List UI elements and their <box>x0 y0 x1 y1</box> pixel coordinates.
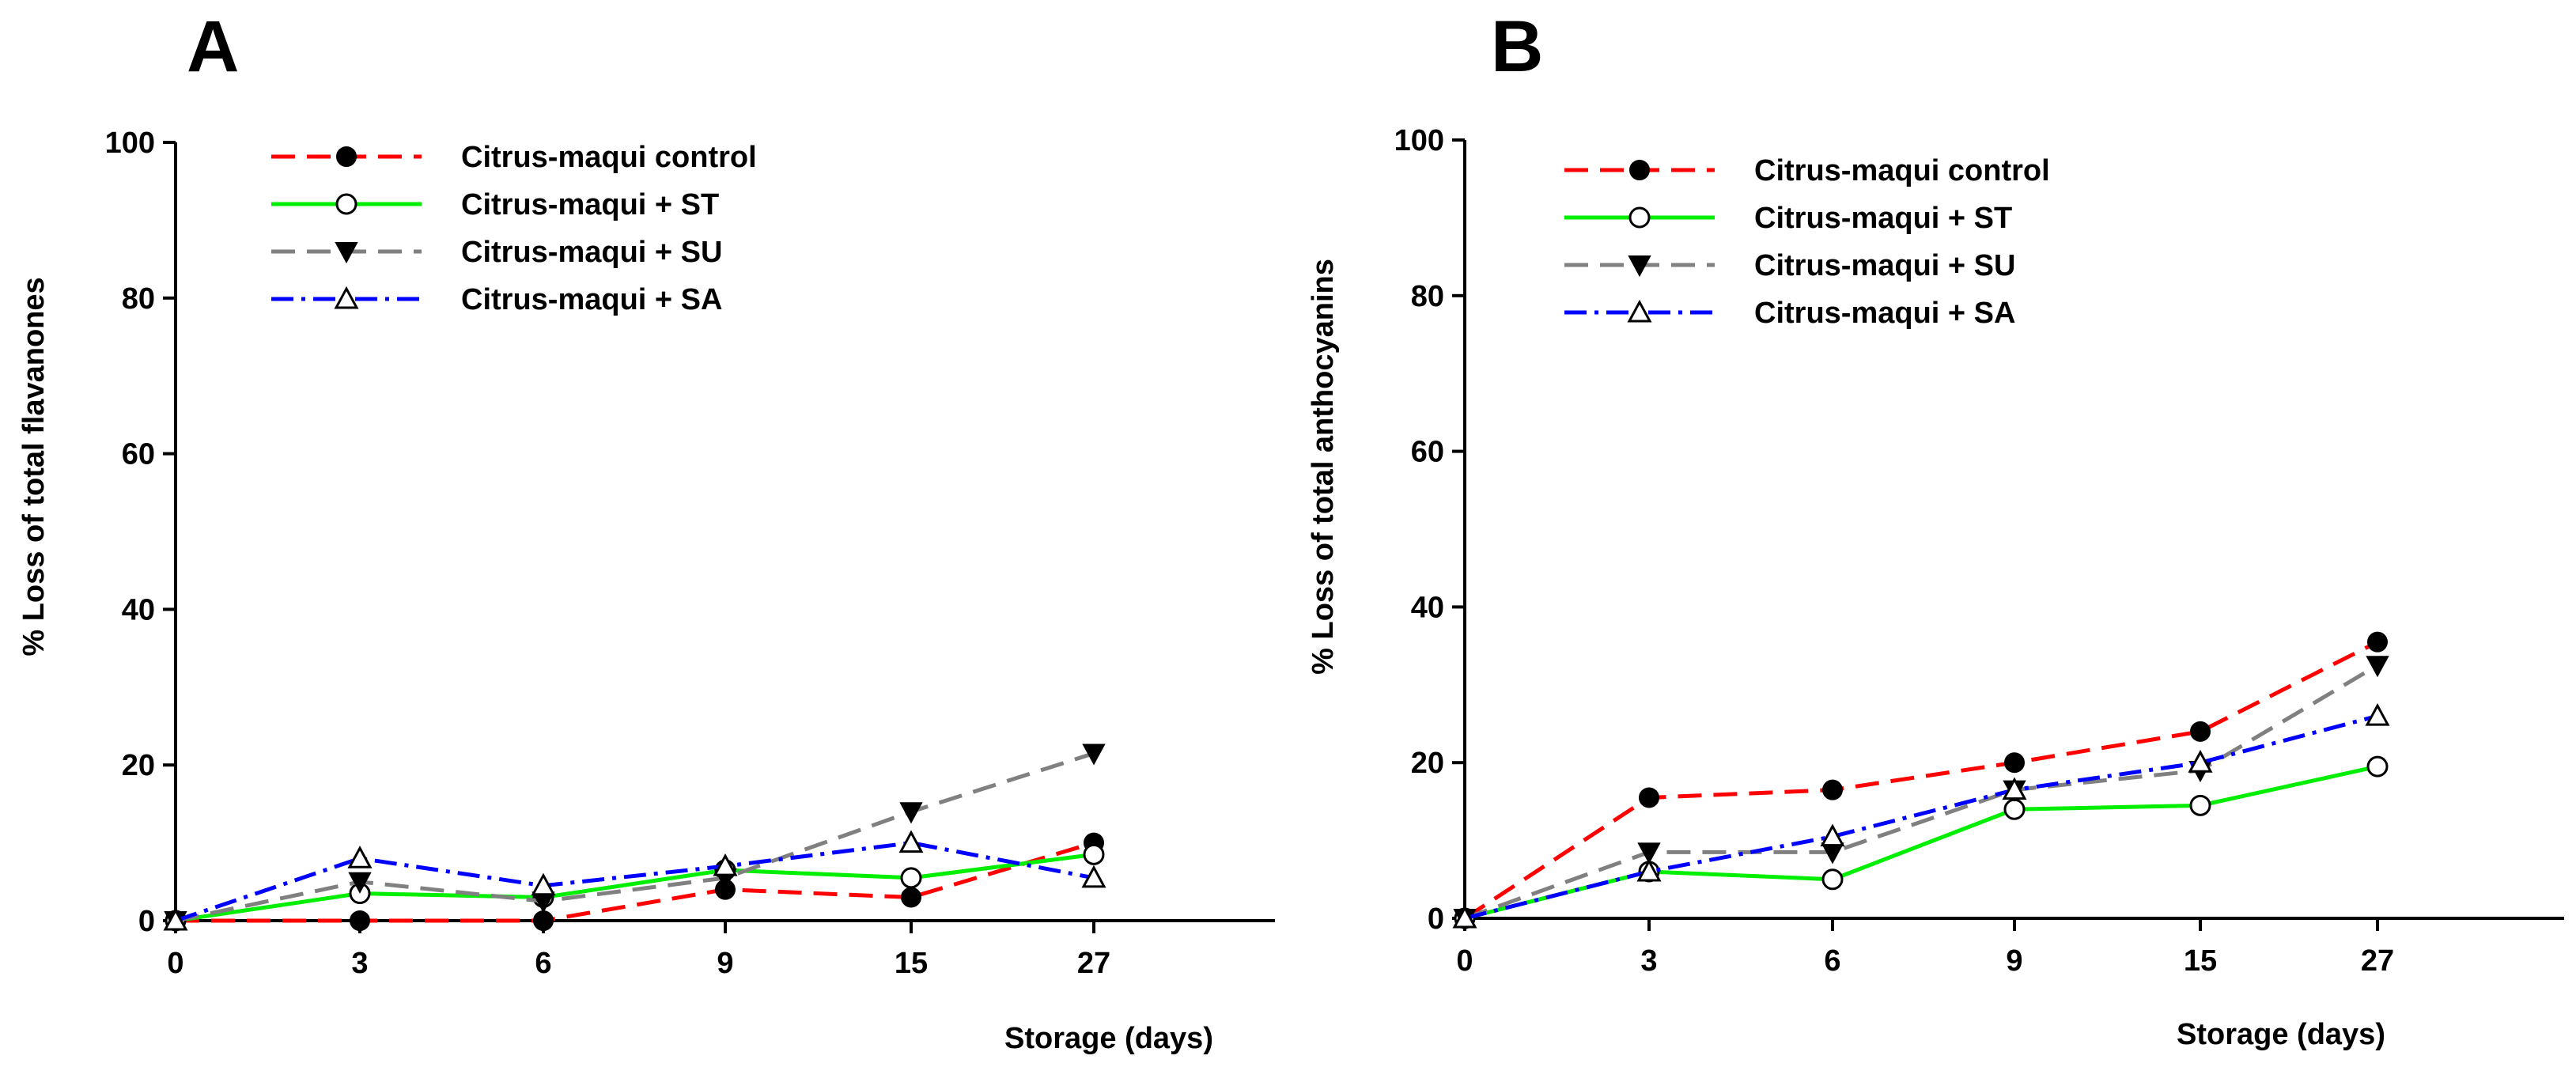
panel-a-data-point <box>713 853 738 876</box>
panel-b-data-point <box>1822 779 1843 800</box>
panel-b-data-point <box>1636 858 1662 882</box>
panel-b-y-tick-label: 0 <box>1428 902 1444 936</box>
panel-a-y-tick-label: 80 <box>122 282 155 316</box>
panel-b-data-point <box>1637 842 1661 865</box>
panel-a-legend-label: Citrus-maqui control <box>461 141 757 174</box>
panel-a-series-line <box>176 841 1095 923</box>
panel-b-y-tick-label: 40 <box>1411 591 1444 624</box>
panel-b-data-point <box>1639 787 1659 808</box>
panel-b-x-axis-title: Storage (days) <box>2177 1018 2385 1051</box>
panel-b-data-point <box>1821 868 1844 891</box>
panel-b-x-tick-label: 6 <box>1824 944 1840 978</box>
panel-a-x-tick-label: 0 <box>167 947 183 980</box>
panel-b-data-point <box>2004 752 2025 774</box>
panel-a-series-line <box>175 852 1095 923</box>
panel-b-y-tick-label: 20 <box>1411 747 1444 780</box>
panel-b-data-point <box>2366 755 2389 778</box>
panel-a-legend-label: Citrus-maqui + SA <box>461 283 722 316</box>
panel-b-data-point <box>2189 794 2211 816</box>
panel-a-data-point <box>348 872 372 894</box>
panel-a-data-point <box>901 887 921 908</box>
panel-a-series-line <box>175 841 1095 923</box>
panel-a-data-point <box>1083 843 1105 865</box>
panel-b-data-point <box>2002 777 2027 800</box>
panel-b-data-point <box>2366 656 2389 678</box>
panel-a-y-tick-label: 60 <box>122 438 155 471</box>
panel-b-legend-marker <box>1629 160 1650 180</box>
panel-a-legend-marker <box>335 242 358 264</box>
panel-a-x-tick-label: 3 <box>351 947 368 980</box>
panel-b-legend-marker <box>1628 206 1651 229</box>
panel-a-x-axis-title: Storage (days) <box>1004 1022 1213 1055</box>
panel-a-data-point <box>533 910 554 931</box>
panel-b-label: B <box>1491 6 1543 87</box>
panel-a-data-point <box>350 910 370 931</box>
panel-a-legend-label: Citrus-maqui + ST <box>461 188 719 221</box>
panel-a-data-point <box>163 907 188 931</box>
panel-b-series-line <box>1464 713 2378 921</box>
panel-b-y-axis-title: % Loss of total anthocyanins <box>1307 259 1340 675</box>
panel-b-data-point <box>1820 823 1845 847</box>
panel-b-legend-label: Citrus-maqui + ST <box>1754 202 2012 235</box>
panel-b-x-tick-label: 0 <box>1456 944 1473 978</box>
panel-a-data-point <box>531 872 556 896</box>
panel-b-data-point <box>2365 703 2390 726</box>
panel-a-x-tick-label: 27 <box>1077 947 1110 980</box>
panel-a-chart: A % Loss of total flavanones Storage (da… <box>17 6 1275 1055</box>
panel-a-y-tick-label: 20 <box>122 749 155 782</box>
panel-b-series-line <box>1463 640 2379 921</box>
panel-a-data-point <box>898 830 924 853</box>
panel-a-label: A <box>187 6 239 87</box>
panel-a-legend-label: Citrus-maqui + SU <box>461 236 722 269</box>
panel-a-data-point <box>1081 865 1106 888</box>
panel-b-data-point <box>2367 631 2388 653</box>
panel-b-legend-label: Citrus-maqui control <box>1754 154 2050 187</box>
panel-b-chart: B % Loss of total anthocyanins Storage (… <box>1307 6 2564 1051</box>
panel-a-x-tick-label: 9 <box>717 947 733 980</box>
panel-a-y-axis-title: % Loss of total flavanones <box>17 277 51 656</box>
panel-a-legend-marker <box>334 286 359 309</box>
panel-b-x-tick-label: 9 <box>2006 944 2022 978</box>
panel-a-legend: Citrus-maqui control Citrus-maqui + ST Cit… <box>271 141 757 316</box>
panel-a-y-tick-label: 100 <box>105 127 155 160</box>
panel-b-series-line <box>1464 764 2378 921</box>
panel-a-data-point <box>347 846 373 868</box>
panel-b-legend-label: Citrus-maqui + SA <box>1754 297 2015 330</box>
panel-b-x-tick-label: 15 <box>2184 944 2217 978</box>
panel-b-data-point <box>2188 750 2213 773</box>
panel-a-legend-marker <box>336 146 357 167</box>
panel-a-x-tick-label: 6 <box>535 947 551 980</box>
panel-a-series-line <box>175 751 1095 923</box>
panel-a-y-tick-label: 40 <box>122 593 155 626</box>
panel-b-y-tick-label: 60 <box>1411 436 1444 469</box>
panel-a-data-point <box>1082 743 1106 766</box>
panel-b-series-line <box>1464 664 2379 921</box>
panel-b-y-tick-label: 100 <box>1394 124 1444 157</box>
panel-b-x-tick-label: 27 <box>2361 944 2394 978</box>
panel-b-legend: Citrus-maqui control Citrus-maqui + ST Cit… <box>1564 154 2050 330</box>
panel-a-legend-marker <box>335 193 357 215</box>
panel-b-data-point <box>2003 798 2026 820</box>
panel-a-data-point <box>900 867 922 889</box>
panel-b-data-point <box>2190 721 2211 742</box>
panel-a-x-tick-label: 15 <box>895 947 928 980</box>
panel-b-y-tick-label: 80 <box>1411 280 1444 313</box>
panel-a-data-point <box>899 802 923 824</box>
panel-b-legend-marker <box>1627 299 1652 323</box>
panel-b-x-tick-label: 3 <box>1640 944 1657 978</box>
panel-b-legend-marker <box>1628 255 1651 278</box>
panel-a-y-tick-label: 0 <box>138 905 155 938</box>
panel-b-legend-label: Citrus-maqui + SU <box>1754 249 2015 282</box>
panel-b-data-point <box>1452 905 1477 929</box>
